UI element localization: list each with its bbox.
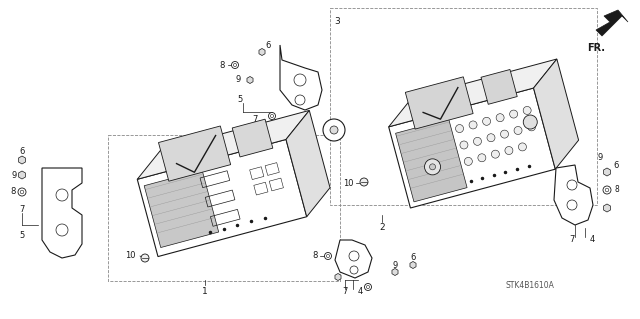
Circle shape [514,127,522,135]
Circle shape [465,157,472,166]
Circle shape [603,186,611,194]
Circle shape [469,121,477,129]
Polygon shape [388,88,556,208]
Polygon shape [596,10,628,36]
Text: 4: 4 [357,287,363,296]
Circle shape [324,253,332,259]
Circle shape [523,107,531,115]
Text: 2: 2 [379,224,385,233]
Text: 7: 7 [19,205,25,214]
Polygon shape [232,119,273,157]
Circle shape [527,123,536,131]
Polygon shape [405,77,473,129]
Polygon shape [396,119,467,202]
Text: 9: 9 [597,153,603,162]
Text: 7: 7 [342,287,348,296]
Circle shape [567,200,577,210]
Polygon shape [137,139,307,256]
Circle shape [500,130,509,138]
Text: 6: 6 [266,41,271,49]
Circle shape [330,126,338,134]
Text: 10: 10 [125,251,135,261]
Polygon shape [392,269,398,276]
Polygon shape [388,59,557,127]
Polygon shape [137,110,309,179]
Polygon shape [159,126,230,181]
Text: 7: 7 [570,235,575,244]
Text: 8: 8 [312,251,317,261]
Circle shape [269,113,275,120]
Text: 7: 7 [252,115,258,124]
Circle shape [456,124,463,133]
Circle shape [350,266,358,274]
Text: 6: 6 [613,160,619,169]
Text: 9: 9 [12,170,17,180]
Polygon shape [604,204,611,212]
Circle shape [509,110,518,118]
Text: FR.: FR. [587,43,605,53]
Polygon shape [144,170,219,248]
Circle shape [349,251,359,261]
Polygon shape [19,171,26,179]
Polygon shape [280,45,322,110]
Circle shape [232,62,239,69]
Polygon shape [335,240,372,278]
Circle shape [360,178,368,186]
Circle shape [518,143,527,151]
Circle shape [294,74,306,86]
Text: 8: 8 [10,188,16,197]
Circle shape [323,119,345,141]
Text: 10: 10 [343,179,353,188]
Polygon shape [19,156,26,164]
Polygon shape [247,77,253,84]
Polygon shape [286,110,330,217]
Polygon shape [410,262,416,269]
Circle shape [56,189,68,201]
Circle shape [365,284,371,291]
Text: 6: 6 [410,254,416,263]
Polygon shape [259,48,265,56]
Circle shape [496,114,504,122]
Circle shape [141,254,149,262]
Text: 4: 4 [589,235,595,244]
Text: STK4B1610A: STK4B1610A [506,280,554,290]
Polygon shape [42,168,82,258]
Polygon shape [335,273,341,280]
Text: 8: 8 [220,61,225,70]
Circle shape [487,134,495,142]
Circle shape [424,159,440,175]
Circle shape [478,154,486,162]
Polygon shape [534,59,579,169]
Circle shape [18,188,26,196]
Circle shape [483,117,491,125]
Text: 3: 3 [334,18,340,26]
Text: 5: 5 [19,231,24,240]
Circle shape [429,164,436,170]
Polygon shape [554,165,593,225]
Text: 9: 9 [392,261,397,270]
Circle shape [56,224,68,236]
Polygon shape [481,70,517,104]
Circle shape [524,115,537,129]
Text: 9: 9 [236,76,241,85]
Circle shape [474,137,481,145]
Text: 5: 5 [237,95,243,105]
Text: 6: 6 [19,147,25,157]
Polygon shape [604,168,611,176]
Circle shape [567,180,577,190]
Text: 8: 8 [614,186,620,195]
Circle shape [460,141,468,149]
Circle shape [492,150,499,158]
Circle shape [505,146,513,154]
Text: 1: 1 [202,286,208,295]
Circle shape [295,95,305,105]
